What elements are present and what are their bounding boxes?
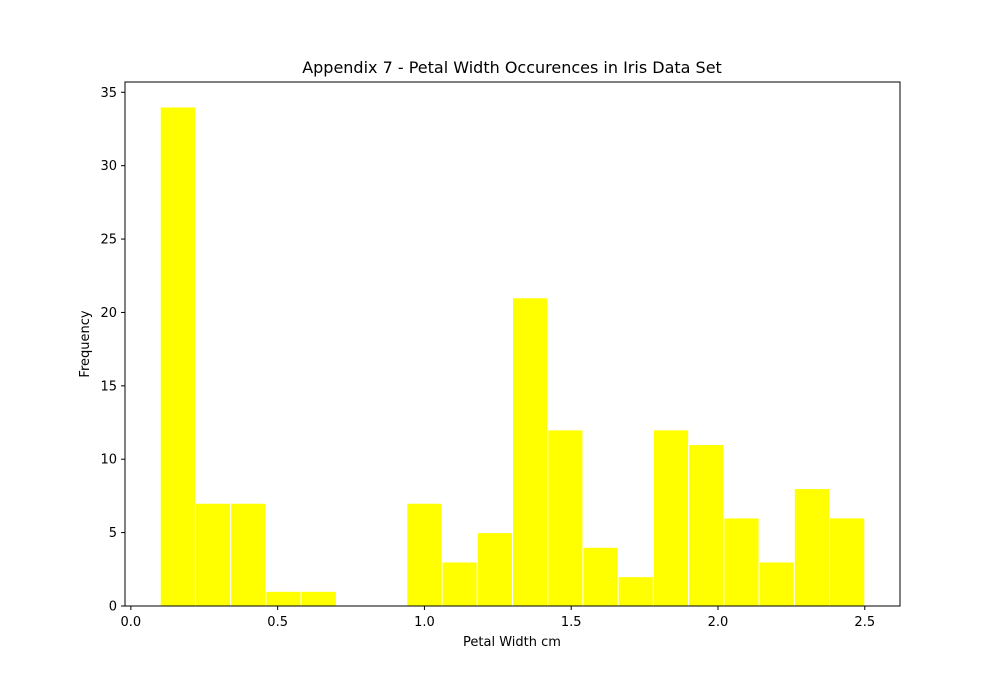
y-axis-label: Frequency <box>78 310 93 377</box>
histogram-bar <box>723 517 760 607</box>
histogram-bar <box>793 488 831 607</box>
y-tick-label: 25 <box>100 233 117 248</box>
histogram-bar <box>194 502 232 607</box>
histogram-bar <box>652 429 690 607</box>
y-tick-label: 15 <box>100 379 117 394</box>
x-tick-label: 0.5 <box>267 615 288 630</box>
x-axis-label: Petal Width cm <box>463 635 561 650</box>
histogram-bar <box>406 502 443 607</box>
bars-layer <box>159 106 866 607</box>
histogram-bar <box>582 546 619 607</box>
histogram-bar <box>758 561 795 607</box>
histogram-bar <box>159 106 196 607</box>
histogram-bar <box>230 502 267 607</box>
plot-area-frame <box>124 81 901 607</box>
histogram-bar <box>617 576 654 607</box>
histogram-bar <box>829 517 866 607</box>
histogram-bar <box>265 590 302 607</box>
y-tick-label: 10 <box>100 453 117 468</box>
y-tick-label: 5 <box>109 526 117 541</box>
x-tick-label: 0.0 <box>121 615 142 630</box>
x-tick-label: 2.0 <box>708 615 729 630</box>
y-axis: 0 5 10 15 20 25 30 35 <box>100 86 125 615</box>
y-tick-label: 20 <box>100 306 117 321</box>
y-tick-label: 35 <box>100 86 117 101</box>
histogram-bar <box>476 532 514 607</box>
y-tick-label: 0 <box>109 600 117 615</box>
chart-title: Appendix 7 - Petal Width Occurences in I… <box>302 58 722 77</box>
x-tick-label: 2.5 <box>854 615 875 630</box>
histogram-bar <box>547 429 584 607</box>
histogram-bar <box>688 444 725 607</box>
y-tick-label: 30 <box>100 159 117 174</box>
x-axis: 0.0 0.5 1.0 1.5 2.0 2.5 <box>121 606 875 630</box>
x-tick-label: 1.5 <box>561 615 582 630</box>
histogram-bar <box>512 297 549 607</box>
histogram-bar <box>300 590 337 607</box>
histogram-bar <box>441 561 478 607</box>
x-tick-label: 1.0 <box>414 615 435 630</box>
